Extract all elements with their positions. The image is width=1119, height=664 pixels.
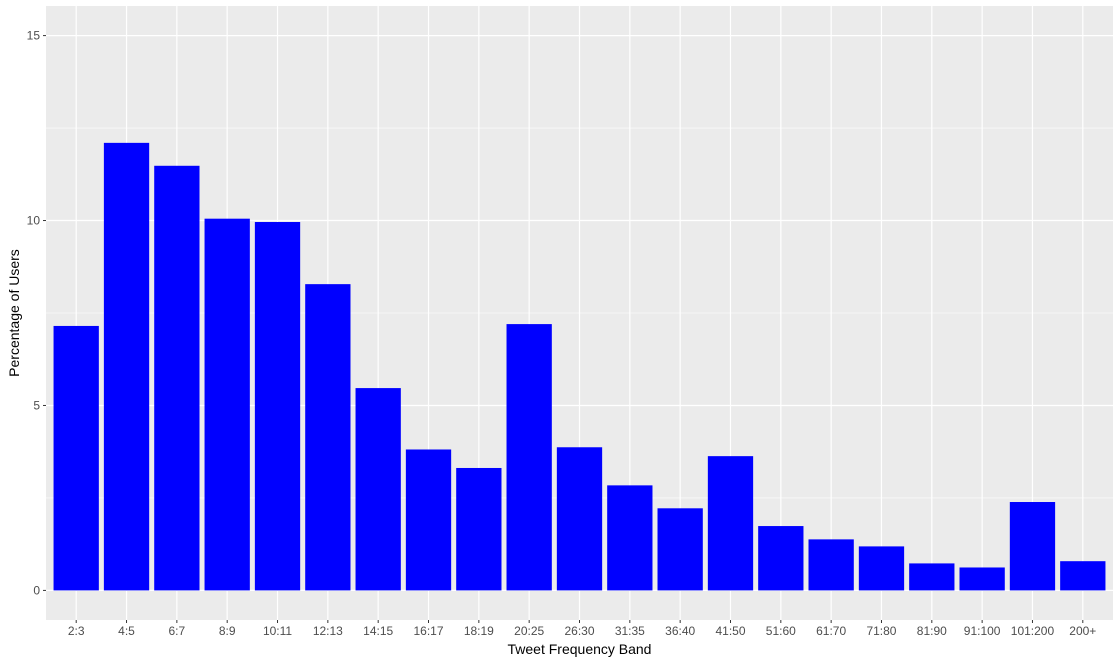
bar-51:60 [758, 526, 804, 591]
bar-18:19 [456, 467, 502, 591]
x-axis-ticks: 2:3 4:5 6:7 8:9 10:11 12:13 14:15 16:17 18:19 20:… [68, 620, 1096, 638]
y-axis-ticks: 0 5 10 15 [27, 29, 46, 597]
x-tick-label: 31:35 [615, 624, 645, 638]
x-tick-label: 61:70 [816, 624, 846, 638]
bar-6:7 [154, 165, 200, 591]
x-tick-label: 14:15 [363, 624, 393, 638]
bar-2:3 [53, 325, 99, 591]
x-tick-label: 81:90 [917, 624, 947, 638]
bar-200+ [1060, 561, 1106, 591]
x-tick-label: 71:80 [866, 624, 896, 638]
x-tick-label: 51:60 [766, 624, 796, 638]
x-tick-label: 10:11 [263, 624, 292, 638]
bar-16:17 [405, 449, 452, 591]
y-tick-label: 10 [27, 214, 41, 228]
bar-31:35 [607, 485, 653, 591]
bar-41:50 [707, 456, 754, 591]
x-tick-label: 8:9 [219, 624, 236, 638]
bars [53, 142, 1106, 591]
x-tick-label: 41:50 [715, 624, 745, 638]
bar-12:13 [305, 284, 351, 591]
bar-26:30 [556, 447, 603, 591]
y-tick-label: 0 [33, 583, 40, 597]
x-tick-label: 6:7 [169, 624, 186, 638]
bar-101:200 [1009, 502, 1056, 591]
y-tick-label: 5 [33, 398, 40, 412]
bar-71:80 [858, 546, 905, 591]
bar-61:70 [808, 539, 854, 591]
x-tick-label: 4:5 [118, 624, 135, 638]
x-tick-label: 36:40 [665, 624, 695, 638]
bar-20:25 [506, 324, 552, 591]
x-tick-label: 26:30 [564, 624, 594, 638]
x-tick-label: 20:25 [514, 624, 544, 638]
bar-14:15 [355, 388, 401, 591]
bar-91:100 [959, 567, 1005, 591]
x-tick-label: 18:19 [464, 624, 494, 638]
x-tick-label: 12:13 [313, 624, 343, 638]
bar-8:9 [204, 218, 250, 591]
bar-4:5 [103, 142, 150, 591]
x-tick-label: 101:200 [1011, 624, 1055, 638]
x-tick-label: 91:100 [964, 624, 1001, 638]
x-tick-label: 16:17 [413, 624, 443, 638]
y-axis-title: Percentage of Users [6, 249, 22, 377]
bar-36:40 [657, 508, 703, 591]
x-axis-title: Tweet Frequency Band [508, 641, 652, 657]
x-tick-label: 200+ [1069, 624, 1096, 638]
y-tick-label: 15 [27, 29, 41, 43]
bar-10:11 [254, 222, 301, 591]
bar-81:90 [909, 563, 955, 591]
x-tick-label: 2:3 [68, 624, 85, 638]
